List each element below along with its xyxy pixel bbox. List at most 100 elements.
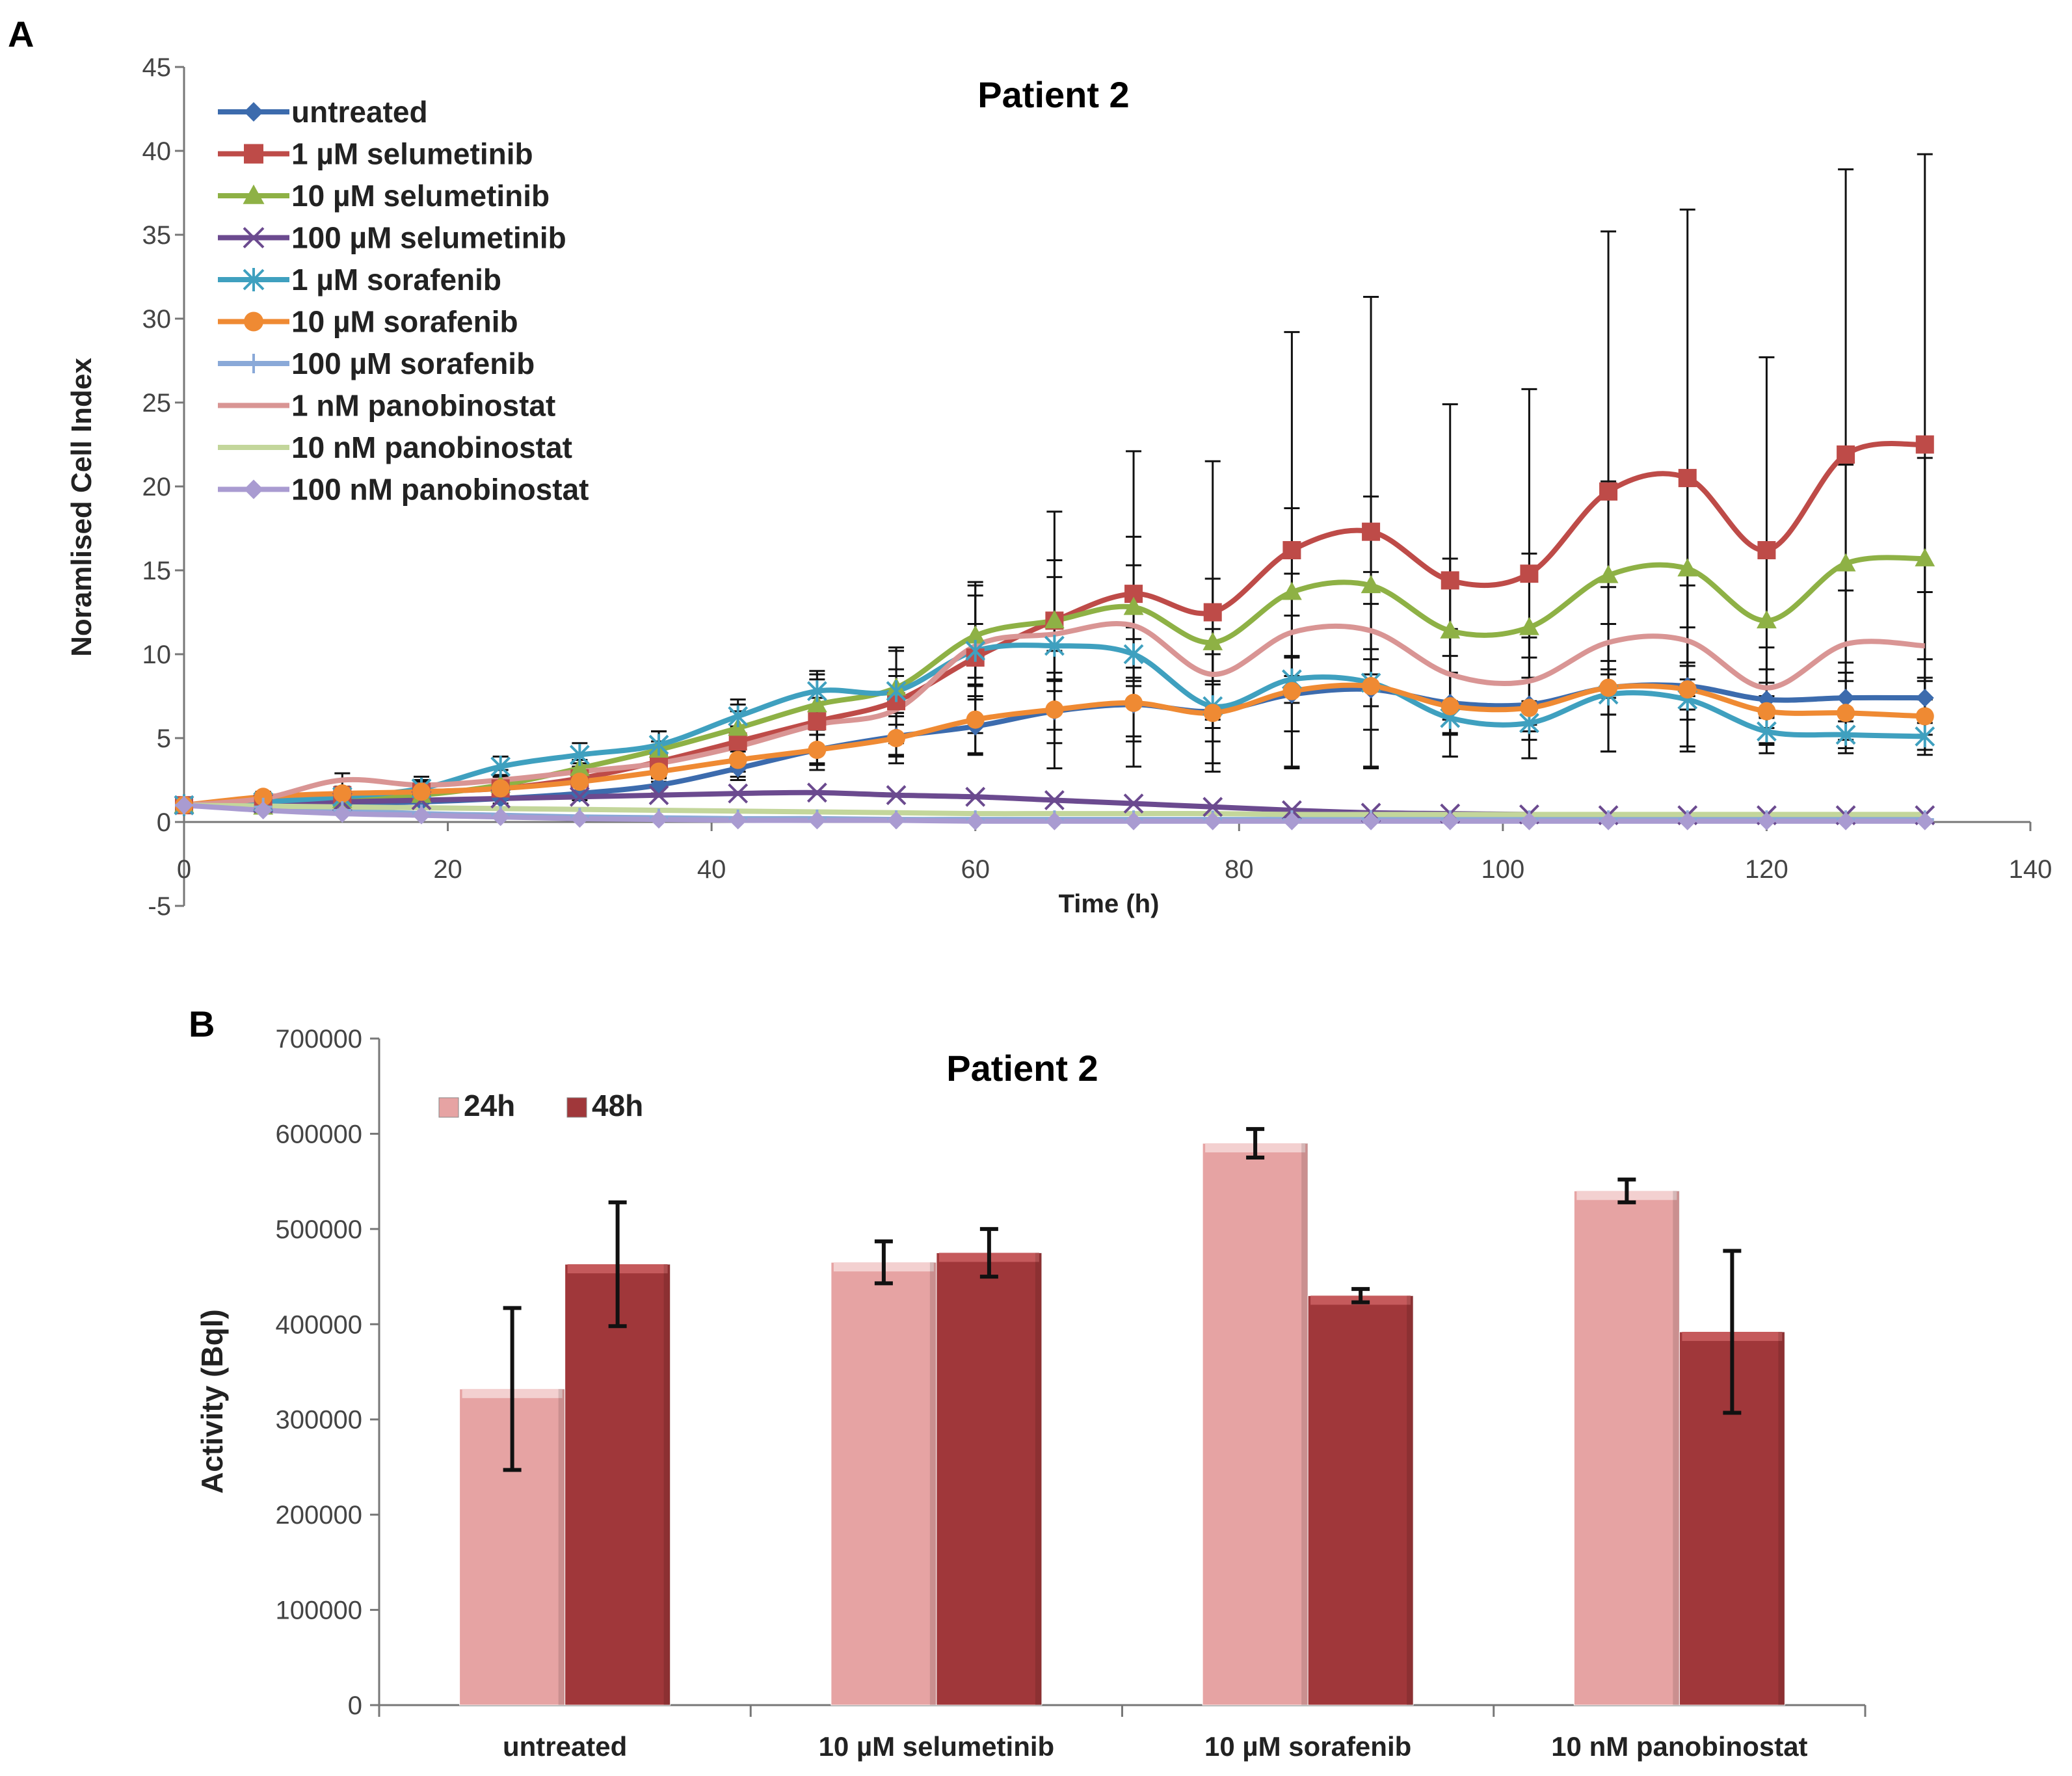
chart-a-title: Patient 2 bbox=[977, 74, 1129, 115]
chart-b-axes: 0 100000 200000 300000 400000 500000 600000 700… bbox=[276, 1025, 1866, 1762]
marker-diamond bbox=[1599, 812, 1618, 830]
bar-shade bbox=[1778, 1332, 1785, 1705]
marker-star bbox=[243, 268, 265, 291]
marker-diamond bbox=[491, 808, 510, 827]
marker-square bbox=[1837, 445, 1855, 464]
y-tick-label: 500000 bbox=[276, 1215, 362, 1244]
chart-a-markers bbox=[174, 435, 1935, 830]
chart-a-y-label: Noramlised Cell Index bbox=[66, 358, 98, 657]
x-tick-label: 10 nM panobinostat bbox=[1551, 1731, 1807, 1762]
series-line bbox=[183, 621, 1925, 808]
marker-x bbox=[243, 227, 265, 248]
marker-triangle bbox=[243, 184, 265, 204]
marker-diamond bbox=[1837, 812, 1855, 830]
y-tick-label: 0 bbox=[348, 1691, 362, 1720]
y-tick-label: 600000 bbox=[276, 1120, 362, 1148]
marker-diamond bbox=[1441, 812, 1459, 830]
marker-triangle bbox=[1519, 616, 1539, 635]
x-tick-label: 60 bbox=[961, 855, 990, 884]
y-tick-label: 15 bbox=[142, 557, 172, 585]
marker-star bbox=[1044, 635, 1065, 657]
marker-star bbox=[886, 680, 907, 702]
marker-square bbox=[1757, 541, 1776, 560]
marker-diamond bbox=[966, 812, 985, 830]
y-tick-label: 10 bbox=[142, 641, 172, 669]
y-tick-label: 100000 bbox=[276, 1597, 362, 1625]
marker-x bbox=[1202, 797, 1223, 817]
x-tick-label: 80 bbox=[1225, 855, 1254, 884]
marker-x bbox=[648, 785, 669, 806]
marker-diamond bbox=[1045, 812, 1064, 830]
marker-diamond bbox=[650, 810, 669, 829]
error-bar bbox=[1246, 1127, 1265, 1160]
marker-triangle bbox=[1282, 581, 1302, 600]
legend-swatch bbox=[566, 1097, 587, 1118]
marker-diamond bbox=[1520, 812, 1539, 830]
marker-triangle bbox=[1598, 564, 1619, 583]
error-bar bbox=[503, 1306, 522, 1472]
marker-circle bbox=[1045, 700, 1064, 719]
y-tick-label: 0 bbox=[157, 808, 171, 837]
y-tick-label: 25 bbox=[142, 389, 172, 417]
marker-diamond bbox=[570, 809, 589, 828]
chart-b-error-bars bbox=[503, 1127, 1742, 1472]
marker-triangle bbox=[1677, 558, 1698, 577]
marker-triangle bbox=[965, 625, 986, 644]
marker-plus bbox=[244, 354, 263, 373]
marker-square bbox=[1520, 564, 1539, 583]
y-tick-label: 35 bbox=[142, 221, 172, 250]
marker-square bbox=[1915, 435, 1934, 454]
marker-circle bbox=[1837, 704, 1855, 722]
error-bar bbox=[608, 1200, 627, 1329]
marker-circle bbox=[650, 762, 669, 781]
y-tick-label: 40 bbox=[142, 137, 172, 166]
chart-b-bars bbox=[459, 1143, 1785, 1706]
y-tick-label: 5 bbox=[157, 724, 171, 753]
marker-circle bbox=[1915, 707, 1934, 726]
legend-label: 1 nM panobinostat bbox=[291, 389, 555, 423]
bar-shade bbox=[1301, 1143, 1308, 1705]
marker-square bbox=[1441, 571, 1459, 590]
bar-shade bbox=[1673, 1191, 1680, 1705]
panel-letter-b: B bbox=[189, 1003, 215, 1044]
error-bar bbox=[874, 1239, 893, 1286]
marker-diamond bbox=[1837, 689, 1855, 708]
bar-shade bbox=[663, 1264, 671, 1705]
marker-diamond bbox=[1757, 812, 1776, 830]
x-tick-label: 120 bbox=[1745, 855, 1788, 884]
marker-diamond bbox=[808, 811, 827, 830]
marker-diamond bbox=[728, 811, 747, 830]
marker-diamond bbox=[333, 804, 352, 823]
error-bar bbox=[1351, 1287, 1370, 1305]
marker-diamond bbox=[1203, 812, 1222, 830]
marker-diamond bbox=[887, 811, 906, 830]
x-tick-label: 0 bbox=[177, 855, 191, 884]
bar bbox=[1307, 1295, 1414, 1706]
legend-label: 24h bbox=[464, 1089, 515, 1122]
legend-label: untreated bbox=[291, 95, 428, 129]
marker-star bbox=[490, 756, 511, 778]
marker-star bbox=[728, 705, 749, 728]
marker-star bbox=[806, 680, 827, 702]
y-tick-label: -5 bbox=[148, 892, 171, 921]
marker-star bbox=[1757, 720, 1777, 743]
marker-diamond bbox=[1282, 812, 1301, 830]
marker-x bbox=[1281, 800, 1302, 821]
marker-square bbox=[244, 144, 263, 164]
marker-circle bbox=[491, 779, 510, 798]
bar bbox=[564, 1264, 671, 1706]
marker-x bbox=[1123, 793, 1144, 814]
marker-triangle bbox=[1757, 610, 1777, 629]
marker-star bbox=[1123, 643, 1144, 665]
marker-diamond bbox=[254, 801, 272, 819]
error-bar bbox=[1617, 1177, 1636, 1204]
marker-diamond bbox=[412, 806, 431, 825]
panel-letter-a: A bbox=[8, 14, 34, 55]
error-bar bbox=[979, 1226, 998, 1279]
y-tick-label: 20 bbox=[142, 473, 172, 501]
bar bbox=[936, 1252, 1043, 1706]
x-tick-label: 40 bbox=[697, 855, 726, 884]
legend-label: 100 nM panobinostat bbox=[291, 473, 589, 507]
